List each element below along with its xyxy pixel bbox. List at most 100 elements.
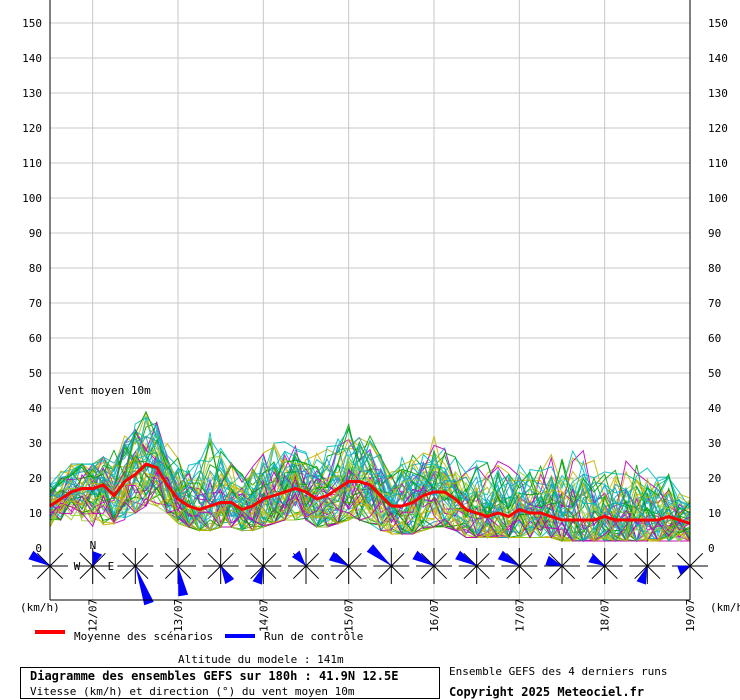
wind-rose-icon <box>28 548 68 584</box>
y-tick-label-left: 90 <box>29 227 42 240</box>
y-tick-label-right: 100 <box>708 192 728 205</box>
y-ticks-left: 0 10 20 30 40 50 60 70 80 90 100 110 120 130 140 150 <box>22 17 42 555</box>
wind-rose-spoke <box>134 552 149 567</box>
y-tick-label-left: 140 <box>22 52 42 65</box>
wind-rose-spoke <box>262 565 277 580</box>
ensemble-member-line <box>49 454 691 542</box>
ensemble-member-line <box>49 410 691 519</box>
wind-direction-arrow <box>545 555 562 566</box>
wind-rose-spoke <box>676 565 691 580</box>
y-tick-label-left: 70 <box>29 297 42 310</box>
y-tick-label-right: 0 <box>708 542 715 555</box>
wind-roses: NW E <box>28 539 708 606</box>
y-tick-label-left: 30 <box>29 437 42 450</box>
wind-rose-icon <box>288 548 324 584</box>
y-tick-label-left: 20 <box>29 472 42 485</box>
wind-rose-icon <box>629 547 666 585</box>
wind-rose-spoke <box>36 565 51 580</box>
ensemble-lines <box>49 410 691 543</box>
wind-rose-spoke <box>177 552 192 567</box>
wind-rose-spoke <box>420 565 435 580</box>
wind-rose-icon <box>160 548 196 597</box>
wind-rose-spoke <box>220 552 234 567</box>
wind-rose-spoke <box>348 565 362 580</box>
wind-rose-spoke <box>207 565 222 580</box>
wind-direction-arrow <box>497 550 520 566</box>
wind-rose-spoke <box>463 552 478 567</box>
wind-rose-spoke <box>49 565 64 580</box>
wind-direction-arrow <box>412 550 434 566</box>
wind-rose-spoke <box>305 565 320 580</box>
y-tick-label-left: 150 <box>22 17 42 30</box>
wind-direction-arrow <box>220 566 234 585</box>
wind-direction-arrow <box>677 565 690 575</box>
wind-rose-spoke <box>433 552 448 567</box>
wind-rose-spoke <box>548 565 563 580</box>
wind-rose-icon <box>328 547 367 585</box>
y-tick-label-right: 60 <box>708 332 721 345</box>
wind-rose-spoke <box>634 565 648 580</box>
legend-label-mean: Moyenne des scénarios <box>74 630 213 643</box>
wind-rose-spoke <box>433 565 448 580</box>
wind-rose-spoke <box>561 552 576 567</box>
wind-rose-icon <box>245 547 282 585</box>
wind-rose-spoke <box>506 565 520 580</box>
wind-direction-arrow <box>252 566 264 585</box>
y-unit-left: (km/h) <box>20 601 60 614</box>
wind-rose-spoke <box>49 552 64 567</box>
wind-direction-arrow <box>135 566 154 606</box>
wind-rose-spoke <box>390 552 405 567</box>
wind-rose-spoke <box>164 552 179 567</box>
wind-rose-spoke <box>207 552 222 567</box>
compass-label-e: E <box>108 560 115 573</box>
compass-label-w: W <box>74 560 81 573</box>
wind-rose-spoke <box>335 565 350 580</box>
chart-title: Diagramme des ensembles GEFS sur 180h : … <box>30 669 399 683</box>
wind-rose-spoke <box>646 552 661 567</box>
wind-rose-spoke <box>390 565 405 580</box>
wind-direction-arrow <box>328 551 349 566</box>
wind-rose-icon <box>412 548 452 584</box>
wind-rose-icon <box>497 547 538 585</box>
y-tick-label-right: 20 <box>708 472 721 485</box>
wind-rose-spoke <box>689 552 704 567</box>
altitude-text: Altitude du modele : 141m <box>178 653 344 666</box>
wind-rose-spoke <box>548 552 563 567</box>
ensemble-member-line <box>49 466 691 543</box>
annotation: Vent moyen 10m <box>58 384 151 397</box>
y-tick-label-right: 110 <box>708 157 728 170</box>
y-tick-label-right: 10 <box>708 507 721 520</box>
x-tick-label: 16/07 <box>428 599 441 632</box>
y-tick-label-left: 110 <box>22 157 42 170</box>
ensemble-note: Ensemble GEFS des 4 derniers runs <box>449 665 668 678</box>
y-tick-label-right: 120 <box>708 122 728 135</box>
mean-line <box>49 462 691 525</box>
wind-rose-spoke <box>92 565 106 580</box>
wind-rose-spoke <box>561 565 576 580</box>
y-tick-label-left: 130 <box>22 87 42 100</box>
wind-rose-spoke <box>604 565 618 580</box>
wind-rose-spoke <box>164 565 179 580</box>
y-tick-label-left: 120 <box>22 122 42 135</box>
copyright: Copyright 2025 Meteociel.fr <box>449 685 645 699</box>
wind-rose-icon <box>366 544 410 585</box>
wind-rose-spoke <box>177 565 192 580</box>
wind-rose-spoke <box>122 565 136 580</box>
y-tick-label-right: 30 <box>708 437 721 450</box>
wind-rose-spoke <box>79 552 94 567</box>
wind-rose-spoke <box>262 552 277 567</box>
wind-rose-icon <box>455 547 495 585</box>
ensemble-member-line <box>49 421 691 516</box>
y-tick-label-right: 150 <box>708 17 728 30</box>
ensemble-member-line <box>49 430 691 528</box>
wind-rose-icon <box>544 548 580 584</box>
y-tick-label-right: 70 <box>708 297 721 310</box>
chart-subtitle: Vitesse (km/h) et direction (°) du vent … <box>30 685 355 698</box>
y-tick-label-right: 50 <box>708 367 721 380</box>
wind-rose-spoke <box>463 565 478 580</box>
wind-rose-spoke <box>689 565 704 580</box>
wind-rose-spoke <box>420 552 435 567</box>
y-tick-label-right: 80 <box>708 262 721 275</box>
wind-direction-arrow <box>178 566 189 597</box>
